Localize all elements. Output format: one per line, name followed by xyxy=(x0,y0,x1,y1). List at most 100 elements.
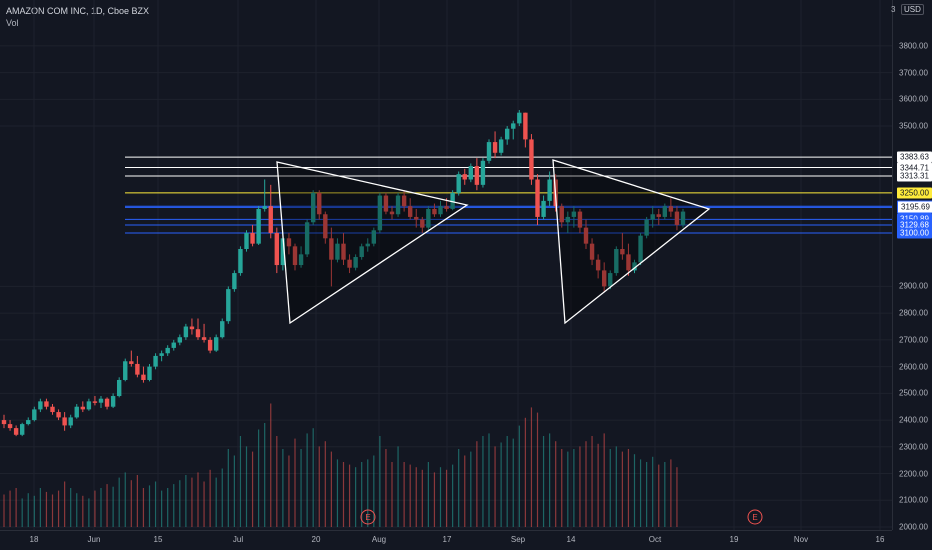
candle[interactable] xyxy=(201,323,207,343)
candle[interactable] xyxy=(141,366,146,383)
candle[interactable] xyxy=(26,417,31,426)
candle[interactable] xyxy=(110,393,116,409)
candle[interactable] xyxy=(511,120,516,140)
candle[interactable] xyxy=(274,227,280,274)
time-axis[interactable]: 18 Jun 15 Jul 20 Aug 17 Sep 14 Oct 19 Nov 16 xyxy=(0,530,892,550)
candle[interactable] xyxy=(450,190,455,211)
candle[interactable] xyxy=(456,171,461,196)
candle[interactable] xyxy=(498,136,504,156)
candle[interactable] xyxy=(32,406,37,422)
candle[interactable] xyxy=(462,168,467,185)
candle[interactable] xyxy=(165,345,170,356)
candle[interactable] xyxy=(56,409,61,421)
candle[interactable] xyxy=(517,110,522,127)
candle[interactable] xyxy=(407,198,413,220)
candle[interactable] xyxy=(207,337,213,354)
candle[interactable] xyxy=(595,254,601,279)
candle[interactable] xyxy=(147,363,152,382)
triangle-pattern-left[interactable] xyxy=(276,161,469,325)
candle[interactable] xyxy=(92,396,98,406)
candle[interactable] xyxy=(486,139,492,164)
candle[interactable] xyxy=(674,206,680,231)
candle[interactable] xyxy=(353,254,358,271)
candle[interactable] xyxy=(86,398,92,411)
candle[interactable] xyxy=(426,206,431,231)
candle[interactable] xyxy=(268,184,273,239)
candle[interactable] xyxy=(286,232,292,255)
candle[interactable] xyxy=(480,158,486,188)
candle[interactable] xyxy=(62,412,67,431)
candle[interactable] xyxy=(1,414,7,429)
candle[interactable] xyxy=(335,238,340,263)
candle[interactable] xyxy=(359,243,364,260)
triangle-pattern-right[interactable] xyxy=(552,159,711,325)
candle[interactable] xyxy=(244,230,249,252)
candle[interactable] xyxy=(74,404,79,419)
candle[interactable] xyxy=(44,398,49,410)
candle[interactable] xyxy=(626,243,631,276)
candle[interactable] xyxy=(680,208,686,228)
candle[interactable] xyxy=(98,396,104,409)
candle[interactable] xyxy=(171,339,176,351)
candle[interactable] xyxy=(614,246,619,276)
candle[interactable] xyxy=(104,397,110,410)
candle[interactable] xyxy=(662,203,668,220)
candle[interactable] xyxy=(19,422,25,437)
candle[interactable] xyxy=(304,219,310,258)
candle[interactable] xyxy=(371,227,377,247)
candle[interactable] xyxy=(632,259,637,274)
candle[interactable] xyxy=(341,232,346,266)
candle[interactable] xyxy=(262,179,267,212)
candle[interactable] xyxy=(220,318,225,339)
candle[interactable] xyxy=(389,206,395,220)
candle[interactable] xyxy=(438,200,443,217)
candle[interactable] xyxy=(329,227,334,287)
candle[interactable] xyxy=(129,350,134,367)
candle[interactable] xyxy=(559,203,564,228)
candle[interactable] xyxy=(383,192,389,215)
candle[interactable] xyxy=(523,112,528,148)
candle[interactable] xyxy=(668,198,674,217)
candle[interactable] xyxy=(153,353,158,370)
candle[interactable] xyxy=(432,203,437,217)
candle[interactable] xyxy=(529,134,534,185)
candlestick-chart[interactable]: E E xyxy=(0,0,892,530)
candle[interactable] xyxy=(250,224,255,247)
candle[interactable] xyxy=(68,414,73,429)
candle[interactable] xyxy=(256,206,261,245)
candle[interactable] xyxy=(189,318,195,335)
candle[interactable] xyxy=(226,286,231,324)
candle[interactable] xyxy=(13,425,19,437)
candle[interactable] xyxy=(195,318,201,340)
candle[interactable] xyxy=(601,262,607,292)
candle[interactable] xyxy=(565,211,571,233)
candle[interactable] xyxy=(541,195,546,220)
candle[interactable] xyxy=(323,211,328,244)
candle[interactable] xyxy=(38,398,43,413)
candle[interactable] xyxy=(577,208,583,233)
candle[interactable] xyxy=(571,206,577,228)
candle[interactable] xyxy=(135,355,140,378)
candle[interactable] xyxy=(395,192,401,217)
candle[interactable] xyxy=(401,190,407,212)
candle[interactable] xyxy=(468,163,474,183)
candle[interactable] xyxy=(298,246,304,268)
earnings-marker-1[interactable] xyxy=(360,509,376,525)
candle[interactable] xyxy=(638,232,643,266)
candle[interactable] xyxy=(183,323,189,340)
candle[interactable] xyxy=(347,254,352,274)
candle[interactable] xyxy=(123,358,128,382)
candle[interactable] xyxy=(292,243,298,271)
candle[interactable] xyxy=(650,206,655,228)
currency-badge[interactable]: USD xyxy=(901,4,924,15)
candle[interactable] xyxy=(80,401,86,413)
candle[interactable] xyxy=(159,350,164,362)
candle[interactable] xyxy=(492,131,498,159)
candle[interactable] xyxy=(232,270,237,292)
earnings-marker-2[interactable] xyxy=(747,509,763,525)
candle[interactable] xyxy=(608,270,613,290)
candle[interactable] xyxy=(656,208,661,225)
candle[interactable] xyxy=(589,238,595,266)
candle[interactable] xyxy=(644,216,649,239)
candle[interactable] xyxy=(7,420,13,431)
